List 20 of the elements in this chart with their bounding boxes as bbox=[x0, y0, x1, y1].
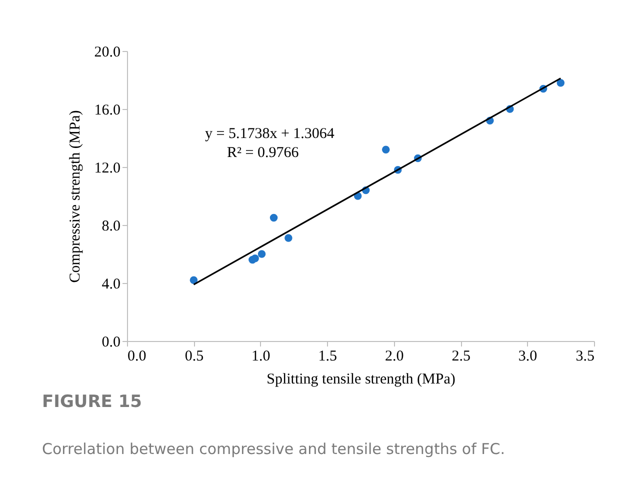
x-tick-label: 2.0 bbox=[384, 348, 404, 364]
y-tick-label: 16.0 bbox=[94, 102, 120, 118]
x-tick-label: 0.0 bbox=[128, 348, 146, 364]
x-tick-label: 3.0 bbox=[518, 348, 538, 364]
y-tick-label: 8.0 bbox=[102, 218, 120, 234]
y-tick-label: 20.0 bbox=[94, 44, 120, 60]
caption: FIGURE 15 bbox=[42, 392, 142, 412]
annotation: R² = 0.9766 bbox=[227, 145, 299, 162]
text: Correlation between compressive and tensile strengths of FC. bbox=[42, 440, 506, 458]
y-axis-title: Compressive strength (MPa) bbox=[67, 110, 84, 283]
x-tick-label: 1.5 bbox=[318, 348, 338, 364]
y-tick-label: 0.0 bbox=[102, 334, 120, 350]
annotation: y = 5.1738x + 1.3064 bbox=[205, 126, 334, 143]
x-axis-title: Splitting tensile strength (MPa) bbox=[266, 372, 456, 388]
x-tick-label: 0.5 bbox=[184, 348, 204, 364]
x-tick-label: 1.0 bbox=[252, 348, 270, 364]
y-tick-label: 4.0 bbox=[102, 276, 120, 292]
x-tick-label: 2.5 bbox=[452, 348, 470, 364]
x-tick-label: 3.5 bbox=[576, 348, 594, 364]
y-tick-label: 12.0 bbox=[94, 160, 120, 176]
